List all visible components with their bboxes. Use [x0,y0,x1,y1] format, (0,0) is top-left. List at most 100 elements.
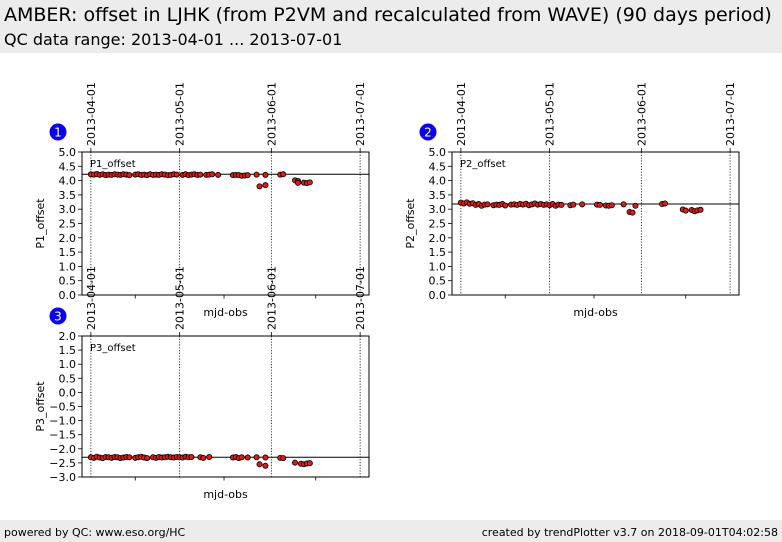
data-point [209,171,216,178]
x-axis-label: mjd-obs [203,488,248,501]
data-point [262,171,269,178]
y-tick-label: 1.0 [59,260,77,273]
y-tick-label: 0.0 [59,289,77,302]
data-point [173,171,180,178]
data-point [262,182,269,189]
panel-number-badge [49,307,67,325]
x-tick-label: 2013-07-01 [354,82,367,146]
y-tick-label: 1.5 [429,246,447,259]
y-tick-label: 3.0 [429,203,447,216]
data-point [253,454,260,461]
y-tick-label: 0.5 [429,275,447,288]
data-point [206,453,213,460]
data-point [629,209,636,216]
data-point [502,202,509,209]
y-tick-label: 2.0 [59,330,77,343]
y-tick-label: 3.0 [59,203,77,216]
y-tick-label: 2.0 [429,232,447,245]
data-point [244,454,251,461]
data-point [244,172,251,179]
data-point [262,462,269,469]
panel-number-badge [49,123,67,141]
data-point [484,201,491,208]
data-point [579,201,586,208]
panel-inner-label: P1_offset [90,159,136,170]
panel-inner-label: P3_offset [90,343,136,354]
data-point [144,455,151,462]
x-tick-label: 2013-07-01 [724,82,737,146]
page-header: AMBER: offset in LJHK (from P2VM and rec… [0,0,782,53]
y-tick-label: 4.0 [59,175,77,188]
x-tick-label: 2013-06-01 [635,82,648,146]
data-point [280,455,287,462]
data-point [662,200,669,207]
data-point [596,201,603,208]
x-tick-label: 2013-06-01 [265,266,278,330]
x-axis-label: mjd-obs [573,306,618,319]
data-point [188,453,195,460]
plot-frame [451,151,740,296]
data-point [215,171,222,178]
x-tick-label: 2013-04-01 [85,82,98,146]
plot-frame [81,335,370,478]
y-tick-label: 1.0 [59,358,77,371]
x-tick-label: 2013-06-01 [265,82,278,146]
data-point [126,454,133,461]
y-tick-label: 1.5 [59,344,77,357]
data-point [238,454,245,461]
data-point [197,171,204,178]
data-point [280,171,287,178]
data-point [682,207,689,214]
x-tick-label: 2013-05-01 [174,266,187,330]
y-tick-label: 1.0 [429,260,447,273]
data-point [126,172,133,179]
data-point [294,179,301,186]
data-point [253,171,260,178]
y-tick-label: −2.0 [49,443,76,456]
data-point [620,201,627,208]
x-tick-label: 2013-07-01 [354,266,367,330]
y-axis-label: P2_offset [404,198,417,249]
data-point [262,454,269,461]
data-point [697,206,704,213]
panel-inner-label: P2_offset [460,159,506,170]
page-title: AMBER: offset in LJHK (from P2VM and rec… [4,4,772,26]
y-tick-label: 0.0 [59,386,77,399]
y-tick-label: 5.0 [59,146,77,159]
y-tick-label: 2.5 [59,218,77,231]
y-tick-label: −1.0 [49,415,76,428]
panel-number-label: 1 [54,126,62,140]
y-tick-label: −3.0 [49,471,76,484]
chart-panel-2: 2013-04-01 2013-05-01 2013-06-01 2013-07-01… [404,82,740,319]
y-tick-label: 4.5 [59,160,77,173]
data-point [632,202,639,209]
y-tick-label: 2.0 [59,232,77,245]
y-tick-label: 4.0 [429,175,447,188]
x-axis-label: mjd-obs [203,306,248,319]
page-footer: powered by QC: www.eso.org/HC created by… [0,520,782,542]
x-tick-label: 2013-05-01 [544,82,557,146]
y-tick-label: 0.5 [59,372,77,385]
y-tick-label: 0.0 [429,289,447,302]
y-tick-label: −1.5 [49,429,76,442]
y-tick-label: 1.5 [59,246,77,259]
y-axis-label: P3_offset [34,381,47,432]
data-point [306,179,313,186]
footer-created-by: created by trendPlotter v3.7 on 2018-09-… [481,526,778,539]
data-point [256,183,263,190]
y-tick-label: 0.5 [59,275,77,288]
x-tick-label: 2013-04-01 [455,82,468,146]
y-axis-label: P1_offset [34,198,47,249]
chart-panel-3: 2013-04-01 2013-05-01 2013-06-01 2013-07-01… [34,266,370,501]
data-point [570,201,577,208]
y-tick-label: −0.5 [49,401,76,414]
y-tick-label: 4.5 [429,160,447,173]
chart-panel-1: 2013-04-01 2013-05-01 2013-06-01 2013-07-01… [34,82,370,319]
data-point [200,454,207,461]
x-tick-label: 2013-05-01 [174,82,187,146]
data-point [306,460,313,467]
footer-powered-by: powered by QC: www.eso.org/HC [4,526,186,539]
qc-date-range: QC data range: 2013-04-01 ... 2013-07-01 [4,30,343,49]
panel-number-label: 3 [54,310,62,324]
